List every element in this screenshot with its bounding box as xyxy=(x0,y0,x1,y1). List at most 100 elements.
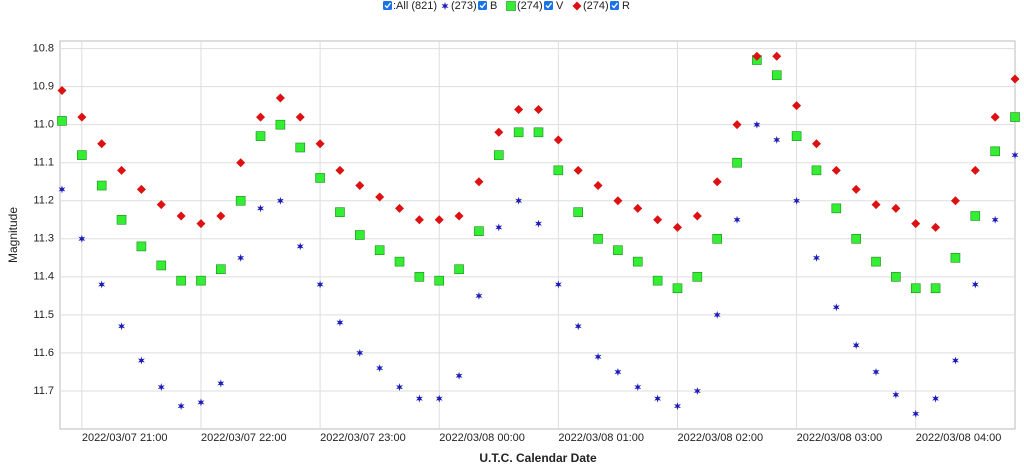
point xyxy=(493,150,504,160)
point xyxy=(474,226,484,236)
y-tick-label: 11.2 xyxy=(33,195,54,207)
point xyxy=(156,200,166,210)
point xyxy=(535,219,542,228)
point xyxy=(515,196,523,205)
point xyxy=(395,203,405,213)
point xyxy=(970,165,980,175)
point xyxy=(196,219,206,229)
y-tick-label: 11.7 xyxy=(33,385,54,397)
point xyxy=(315,173,325,183)
point xyxy=(176,275,186,286)
point xyxy=(1010,112,1020,122)
point xyxy=(394,256,405,267)
point xyxy=(137,356,145,365)
point xyxy=(356,348,364,357)
point xyxy=(96,180,107,191)
point xyxy=(295,142,306,153)
point xyxy=(136,241,147,252)
point xyxy=(674,402,681,411)
point xyxy=(98,280,106,289)
point xyxy=(573,165,583,175)
point xyxy=(494,127,504,137)
legend-all[interactable]: :All (821) xyxy=(393,0,437,12)
point xyxy=(891,272,901,282)
point xyxy=(990,112,1000,122)
plot-area xyxy=(59,40,1016,430)
point xyxy=(712,234,722,244)
point xyxy=(712,177,722,187)
legend-label[interactable]: V xyxy=(556,0,564,12)
point xyxy=(374,245,385,256)
point xyxy=(634,383,642,392)
point xyxy=(376,364,384,373)
point xyxy=(255,131,266,141)
point xyxy=(513,127,524,138)
legend-checkbox[interactable] xyxy=(383,1,392,10)
point xyxy=(1011,151,1019,160)
point xyxy=(574,322,582,331)
point xyxy=(414,215,424,225)
point xyxy=(872,367,880,376)
point xyxy=(1010,74,1020,84)
point xyxy=(613,196,623,206)
y-tick-label: 11.6 xyxy=(33,347,54,359)
legend-checkbox[interactable] xyxy=(544,1,553,10)
legend-checkbox[interactable] xyxy=(478,1,487,10)
point xyxy=(216,211,226,221)
point xyxy=(156,260,167,271)
point xyxy=(533,104,543,114)
point xyxy=(177,402,185,411)
point xyxy=(851,234,861,244)
point xyxy=(791,131,802,141)
y-tick-label: 11.5 xyxy=(33,309,54,321)
point xyxy=(891,203,901,213)
point xyxy=(912,409,920,418)
point xyxy=(554,280,562,289)
y-tick-label: 11.4 xyxy=(33,271,54,283)
point xyxy=(117,165,127,175)
point xyxy=(157,383,165,392)
point xyxy=(792,101,802,111)
point xyxy=(415,394,423,403)
point xyxy=(58,185,66,194)
x-axis-title: U.T.C. Calendar Date xyxy=(479,451,597,465)
x-tick-label: 2022/03/07 22:00 xyxy=(201,432,287,444)
point xyxy=(672,283,683,294)
point xyxy=(990,146,1000,157)
point xyxy=(772,51,782,61)
point xyxy=(771,70,782,81)
point xyxy=(672,222,682,232)
y-tick-label: 10.8 xyxy=(33,43,54,55)
legend-count: (273) xyxy=(451,0,477,12)
point xyxy=(633,203,643,213)
point xyxy=(375,192,385,202)
point xyxy=(533,127,544,138)
point xyxy=(77,112,87,122)
point xyxy=(911,219,921,229)
legend-label[interactable]: R xyxy=(622,0,630,12)
point xyxy=(455,371,463,380)
point xyxy=(514,104,524,114)
point xyxy=(594,352,602,361)
point xyxy=(296,242,304,251)
legend-marker xyxy=(506,1,516,11)
point xyxy=(315,139,325,149)
legend-checkbox[interactable] xyxy=(610,1,619,10)
point xyxy=(654,394,662,403)
point xyxy=(811,139,821,149)
y-tick-label: 10.9 xyxy=(33,81,54,93)
point xyxy=(316,280,324,289)
legend-label[interactable]: B xyxy=(490,0,497,12)
point xyxy=(653,215,663,225)
point xyxy=(196,275,206,286)
point xyxy=(495,223,503,232)
point xyxy=(991,215,999,224)
y-tick-label: 11.3 xyxy=(33,233,54,245)
point xyxy=(475,291,483,300)
point xyxy=(831,203,842,214)
point xyxy=(573,207,584,217)
point xyxy=(910,283,921,294)
point xyxy=(197,398,205,407)
legend-check xyxy=(545,2,553,9)
